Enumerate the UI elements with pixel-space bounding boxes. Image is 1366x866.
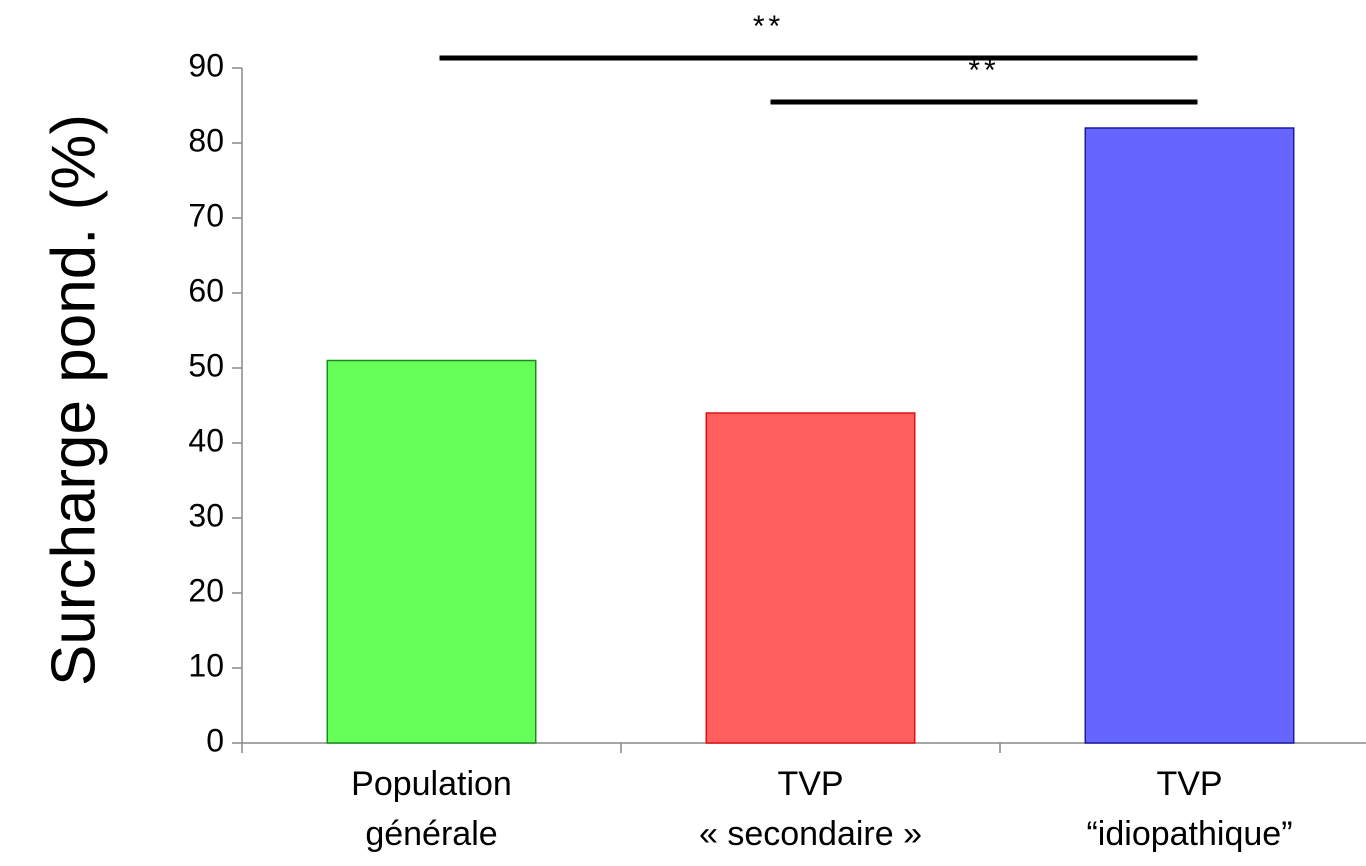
bar <box>705 412 916 744</box>
bar <box>1084 127 1295 744</box>
y-axis-label: Surcharge pond. (%) <box>39 114 108 686</box>
x-tick-label: Population <box>351 765 512 803</box>
x-tick-label: “idiopathique” <box>1086 815 1292 853</box>
x-tick-label: TVP <box>1156 765 1222 803</box>
significance-label: ** <box>753 10 784 43</box>
y-tick-label: 80 <box>188 122 224 158</box>
x-tick-label: générale <box>365 815 497 853</box>
y-tick-label: 50 <box>188 347 224 383</box>
significance-label: ** <box>968 54 999 87</box>
y-tick-label: 60 <box>188 272 224 308</box>
y-tick-label: 20 <box>188 572 224 608</box>
y-tick-label: 40 <box>188 422 224 458</box>
x-tick-label: TVP <box>777 765 843 803</box>
y-tick-label: 90 <box>188 47 224 83</box>
y-tick-label: 0 <box>206 722 224 758</box>
x-tick-label: « secondaire » <box>699 815 922 853</box>
y-tick-label: 70 <box>188 197 224 233</box>
y-tick-label: 10 <box>188 647 224 683</box>
bar <box>326 359 537 744</box>
y-tick-label: 30 <box>188 497 224 533</box>
